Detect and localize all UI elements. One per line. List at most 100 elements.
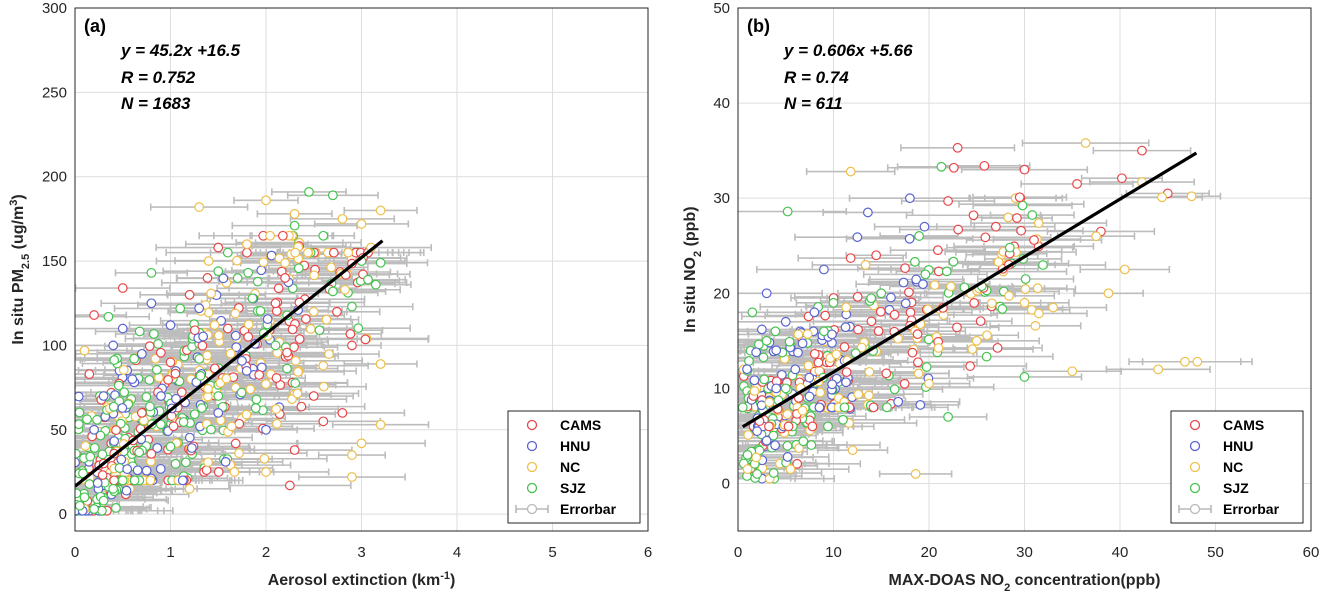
scatter-point xyxy=(871,250,882,261)
scatter-point xyxy=(280,273,291,283)
scatter-point xyxy=(225,348,236,359)
scatter-point xyxy=(820,310,831,321)
stats-n-text: N = 1683 xyxy=(121,94,191,113)
scatter-point xyxy=(764,421,774,432)
scatter-point xyxy=(919,221,930,232)
scatter-point xyxy=(841,377,851,388)
y-tick-label: 250 xyxy=(42,84,67,101)
scatter-point xyxy=(78,468,88,479)
scatter-point xyxy=(776,369,787,380)
scatter-point xyxy=(924,378,934,389)
scatter-point xyxy=(145,475,156,486)
scatter-point xyxy=(882,402,892,413)
scatter-point xyxy=(75,407,85,418)
scatter-point xyxy=(852,232,863,243)
legend-item-errorbar: Errorbar xyxy=(1178,501,1280,517)
scatter-point xyxy=(79,345,90,356)
scatter-point xyxy=(1072,179,1082,189)
y-tick-label: 30 xyxy=(713,190,730,207)
scatter-point xyxy=(232,273,243,283)
scatter-point xyxy=(287,324,298,335)
scatter-point xyxy=(129,353,140,364)
scatter-point xyxy=(254,370,265,380)
scatter-point xyxy=(79,492,90,503)
scatter-point xyxy=(230,308,241,319)
scatter-point xyxy=(243,331,254,342)
scatter-point xyxy=(827,379,838,390)
scatter-point xyxy=(258,257,269,268)
scatter-point xyxy=(794,443,804,454)
scatter-point xyxy=(804,372,815,383)
scatter-point xyxy=(221,373,232,384)
scatter-point xyxy=(318,416,329,427)
legend-item-sjz: SJZ xyxy=(526,480,586,496)
scatter-point xyxy=(175,303,186,314)
scatter-point xyxy=(1192,356,1203,367)
scatter-point xyxy=(768,430,779,441)
scatter-point xyxy=(156,391,166,401)
scatter-point xyxy=(237,355,247,366)
y-tick-label: 40 xyxy=(713,95,730,112)
scatter-point xyxy=(904,233,915,244)
scatter-point xyxy=(213,467,224,477)
scatter-point xyxy=(252,276,263,287)
legend-marker xyxy=(1189,461,1201,473)
scatter-point xyxy=(1033,218,1044,229)
scatter-point xyxy=(296,401,307,412)
scatter-point xyxy=(146,298,157,309)
scatter-point xyxy=(900,263,910,274)
scatter-point xyxy=(229,467,240,477)
scatter-point xyxy=(318,230,329,241)
scatter-point xyxy=(243,319,254,330)
legend-item-cams: CAMS xyxy=(1189,417,1264,433)
scatter-point xyxy=(165,357,176,368)
scatter-point xyxy=(864,366,875,377)
x-axis-label: Aerosol extinction (km-1) xyxy=(268,570,456,589)
scatter-point xyxy=(109,475,120,486)
scatter-point xyxy=(121,485,132,496)
scatter-point xyxy=(1033,308,1044,319)
scatter-point xyxy=(952,142,963,153)
scatter-point xyxy=(790,364,801,375)
scatter-point xyxy=(802,329,813,339)
regression-line xyxy=(75,239,384,488)
scatter-point xyxy=(117,283,128,293)
scatter-point xyxy=(807,421,818,432)
scatter-point xyxy=(889,384,900,395)
scatter-point xyxy=(272,418,282,429)
x-tick-label: 4 xyxy=(453,544,461,561)
scatter-point xyxy=(261,195,271,206)
legend-label: HNU xyxy=(560,438,590,454)
scatter-point xyxy=(184,432,195,443)
scatter-point xyxy=(948,162,959,173)
scatter-point xyxy=(314,325,325,336)
scatter-point xyxy=(1003,212,1014,223)
scatter-point xyxy=(110,503,121,513)
scatter-point xyxy=(116,454,127,465)
scatter-point xyxy=(321,314,332,325)
scatter-point xyxy=(952,322,962,333)
scatter-point xyxy=(1103,288,1114,299)
scatter-point xyxy=(847,445,858,456)
scatter-point xyxy=(347,301,357,312)
scatter-point xyxy=(206,288,217,299)
scatter-point xyxy=(1019,372,1030,382)
scatter-point xyxy=(213,408,224,418)
scatter-point xyxy=(231,342,242,353)
scatter-point xyxy=(234,448,244,459)
scatter-point xyxy=(203,307,214,318)
scatter-point xyxy=(1012,213,1022,223)
scatter-point xyxy=(797,338,808,349)
scatter-point xyxy=(827,329,837,340)
scatter-point xyxy=(941,266,952,277)
scatter-point xyxy=(839,402,850,413)
scatter-point xyxy=(742,464,753,475)
plot-area xyxy=(75,186,433,516)
scatter-point xyxy=(841,367,852,378)
scatter-point xyxy=(270,298,281,309)
scatter-point xyxy=(318,360,329,371)
scatter-point xyxy=(332,306,342,317)
legend-label: Errorbar xyxy=(560,501,617,517)
scatter-point xyxy=(222,247,233,258)
scatter-point xyxy=(1032,283,1043,294)
